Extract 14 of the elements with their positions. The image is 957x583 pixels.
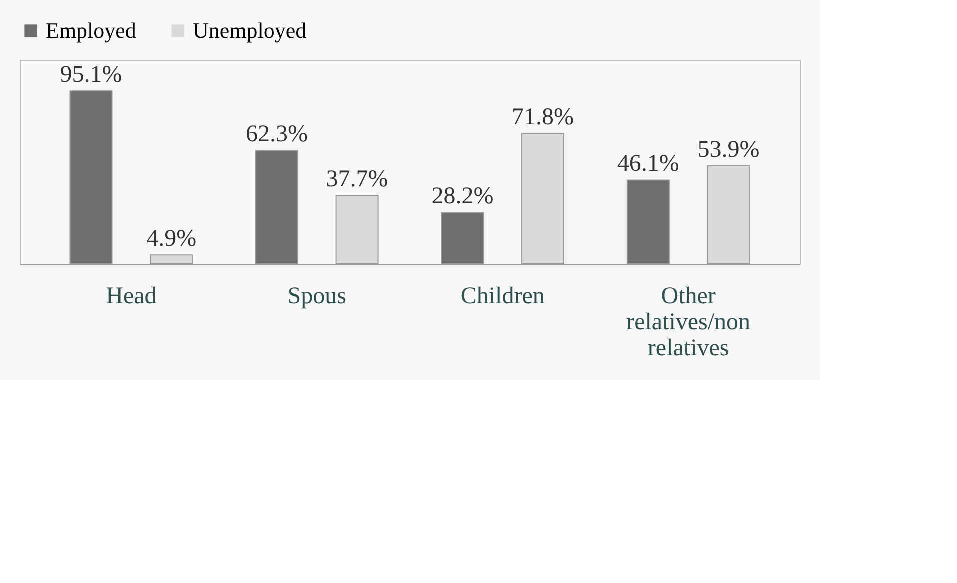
x-tick-label: Spous bbox=[288, 284, 346, 310]
data-label: 28.2% bbox=[432, 184, 494, 210]
data-label: 71.8% bbox=[512, 104, 574, 130]
data-label: 37.7% bbox=[326, 166, 388, 192]
legend-label: Employed bbox=[46, 18, 136, 43]
x-tick-label: Head bbox=[106, 284, 157, 310]
data-label: 95.1% bbox=[60, 62, 122, 88]
data-label: 4.9% bbox=[146, 226, 197, 252]
x-tick-label: Children bbox=[460, 284, 545, 310]
data-label: 46.1% bbox=[617, 151, 680, 178]
x-tick-label: Other relatives/non relatives bbox=[626, 284, 751, 362]
data-label: 62.3% bbox=[246, 122, 308, 148]
legend-label: Unemployed bbox=[193, 18, 307, 43]
data-label: 53.9% bbox=[698, 137, 760, 164]
